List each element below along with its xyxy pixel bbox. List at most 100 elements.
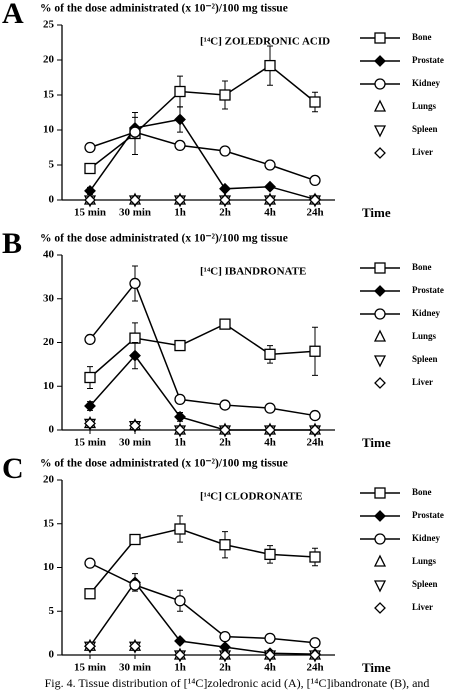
marker: [174, 635, 186, 647]
x-tick-label: 30 min: [119, 662, 151, 674]
y-tick-label: 20: [43, 54, 55, 66]
marker: [174, 649, 186, 661]
y-tick-label: 25: [43, 19, 55, 31]
legend-label: Kidney: [412, 78, 441, 88]
marker: [219, 318, 231, 330]
marker: [373, 355, 387, 368]
axis-title: % of the dose administrated (x 10⁻²)/100…: [40, 233, 288, 245]
legend-label: Bone: [412, 262, 432, 272]
annotation: [¹⁴C] CLODRONATE: [200, 491, 303, 503]
marker: [84, 400, 96, 412]
x-tick-label: 24h: [306, 437, 323, 449]
marker: [129, 533, 141, 546]
marker: [374, 78, 386, 90]
y-tick-label: 15: [43, 89, 55, 101]
marker: [264, 424, 276, 436]
x-tick-label: 24h: [306, 207, 323, 219]
y-tick-label: 40: [43, 249, 55, 261]
marker: [219, 399, 231, 411]
y-tick-label: 10: [43, 380, 55, 392]
marker: [219, 182, 231, 195]
legend-label: Spleen: [412, 354, 438, 364]
series-line: [89, 323, 316, 379]
legend-label: Lungs: [412, 556, 437, 566]
panel-letter: C: [2, 452, 24, 485]
marker: [264, 180, 276, 193]
marker: [373, 554, 387, 567]
marker: [373, 125, 387, 138]
marker: [84, 141, 96, 154]
marker: [264, 348, 276, 360]
x-tick-label: 15 min: [74, 207, 106, 219]
x-tick-label: 4h: [264, 437, 276, 449]
y-tick-label: 10: [43, 124, 55, 136]
series-line: [89, 562, 316, 644]
marker: [264, 649, 276, 661]
marker: [264, 194, 276, 206]
panel: C % of the dose administrated (x 10⁻²)/10…: [2, 452, 444, 675]
marker: [264, 402, 276, 414]
panel: B % of the dose administrated (x 10⁻²)/10…: [2, 227, 444, 450]
marker: [374, 377, 386, 389]
series-line: [89, 118, 316, 201]
marker: [374, 285, 386, 297]
marker: [84, 588, 96, 600]
x-tick-label: 4h: [264, 207, 276, 219]
legend-label: Prostate: [412, 510, 444, 520]
panel: A % of the dose administrated (x 10⁻²)/10…: [2, 0, 444, 220]
marker: [174, 410, 186, 423]
y-tick-label: 20: [43, 336, 55, 348]
y-tick-label: 5: [49, 159, 55, 171]
legend-label: Liver: [412, 602, 433, 612]
marker: [309, 649, 321, 661]
marker: [373, 580, 387, 593]
marker: [174, 113, 186, 126]
marker: [84, 557, 96, 569]
series-line: [89, 131, 316, 182]
y-tick-label: 20: [43, 474, 55, 486]
marker: [309, 409, 321, 422]
series-line: [89, 354, 315, 431]
marker: [374, 487, 386, 499]
marker: [174, 523, 186, 535]
marker: [129, 349, 141, 362]
series-line: [89, 281, 316, 417]
legend-label: Kidney: [412, 533, 441, 543]
legend-label: Prostate: [412, 55, 444, 65]
marker: [309, 637, 321, 649]
y-tick-label: 0: [49, 649, 55, 661]
caption: Fig. 4. Tissue distribution of [¹⁴C]zole…: [45, 676, 430, 690]
x-tick-label: 1h: [174, 662, 186, 674]
y-tick-label: 30: [43, 292, 55, 304]
marker: [374, 533, 386, 545]
legend-label: Liver: [412, 377, 433, 387]
marker: [374, 147, 386, 159]
marker: [129, 194, 141, 206]
legend-label: Lungs: [412, 331, 437, 341]
annotation: [¹⁴C] ZOLEDRONIC ACID: [200, 36, 330, 48]
x-tick-label: 15 min: [74, 437, 106, 449]
marker: [309, 345, 321, 357]
legend-label: Liver: [412, 147, 433, 157]
x-tick-label: 2h: [219, 207, 231, 219]
y-tick-label: 0: [49, 424, 55, 436]
x-tick-label: 15 min: [74, 662, 106, 674]
marker: [84, 371, 96, 384]
marker: [219, 630, 231, 643]
marker: [174, 595, 186, 607]
axis-title: % of the dose administrated (x 10⁻²)/100…: [40, 3, 288, 15]
series-line: [89, 581, 316, 655]
marker: [174, 339, 186, 352]
x-axis-title: Time: [362, 660, 391, 675]
marker: [373, 99, 387, 112]
marker: [84, 194, 96, 206]
y-tick-label: 0: [49, 194, 55, 206]
x-axis-title: Time: [362, 205, 391, 220]
x-tick-label: 1h: [174, 207, 186, 219]
marker: [374, 32, 386, 44]
y-tick-label: 15: [43, 517, 55, 529]
marker: [174, 85, 186, 98]
legend-label: Kidney: [412, 308, 441, 318]
marker: [174, 194, 186, 206]
